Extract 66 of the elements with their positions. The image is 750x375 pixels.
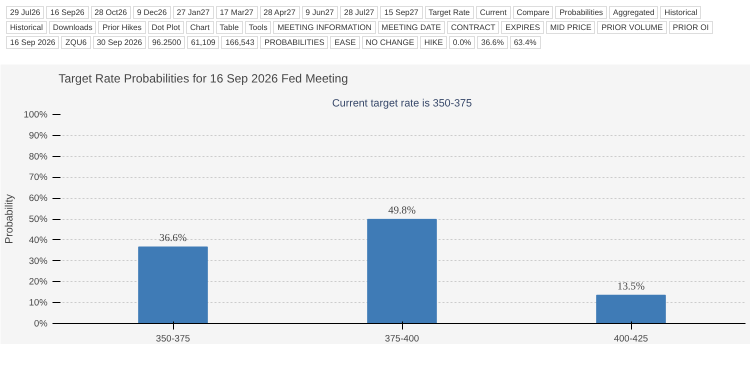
text: Current [476, 6, 511, 19]
y-tick-label: 90% [28, 130, 48, 140]
x-tick-label: 350-375 [156, 334, 190, 344]
data-label: 49.8% [388, 205, 416, 216]
text: Table [216, 21, 243, 34]
text: Historical [6, 21, 47, 34]
text: 29 Jul26 [6, 6, 44, 19]
text: 61,109 [187, 36, 220, 49]
chart-subtitle: Current target rate is 350-375 [332, 98, 472, 110]
text: EXPIRES [501, 21, 544, 34]
text: 9 Dec26 [132, 6, 171, 19]
y-tick-label: 40% [28, 234, 48, 245]
text: Tools [244, 21, 272, 34]
y-tick-label: 80% [28, 151, 48, 162]
text: Probabilities [555, 6, 608, 19]
text: CONTRACT [446, 21, 500, 34]
text: 166,543 [221, 36, 258, 49]
chart-title: Target Rate Probabilities for 16 Sep 2026 Fed Meeting [58, 72, 348, 86]
data-label: 36.6% [159, 233, 187, 244]
x-tick-label: 400-425 [614, 334, 648, 344]
text: 27 Jan27 [172, 6, 214, 19]
y-tick-label: 20% [28, 276, 48, 287]
text: MEETING DATE [378, 21, 445, 34]
text: MID PRICE [546, 21, 596, 34]
text: NO CHANGE [362, 36, 418, 49]
text: 9 Jun27 [302, 6, 338, 19]
text: Prior Hikes [98, 21, 146, 34]
bar [367, 218, 437, 324]
text: ZQU6 [61, 36, 91, 49]
text: 96.2500 [148, 36, 186, 49]
text: Target Rate [424, 6, 474, 19]
y-tick-label: 100% [24, 110, 48, 120]
text: Historical [660, 6, 702, 19]
x-tick-label: 375-400 [384, 334, 420, 344]
text: 36.6% [477, 36, 508, 49]
text: MEETING INFORMATION [273, 21, 376, 34]
text: 28 Apr27 [260, 6, 300, 19]
text: PRIOR OI [668, 21, 713, 34]
text: Aggregated [609, 6, 658, 19]
text: EASE [330, 36, 360, 49]
text: Dot Plot [148, 21, 184, 34]
text: 30 Sep 2026 [92, 36, 146, 49]
text: Downloads [48, 21, 96, 34]
text: 16 Sep 2026 [6, 36, 60, 49]
text: PROBABILITIES [260, 36, 328, 49]
text: 16 Sep26 [46, 6, 89, 19]
text: Compare [512, 6, 554, 19]
y-tick-label: 0% [34, 318, 48, 328]
text: 28 Oct26 [90, 6, 131, 19]
bar [138, 246, 208, 324]
text: PRIOR VOLUME [597, 21, 667, 34]
bar [596, 294, 666, 324]
text: 0.0% [448, 36, 476, 49]
text: 17 Mar27 [216, 6, 258, 19]
text: HIKE [420, 36, 447, 49]
y-tick-label: 10% [28, 298, 48, 308]
text: 28 Jul27 [340, 6, 378, 19]
y-tick-label: 50% [28, 214, 48, 224]
data-label: 13.5% [617, 281, 645, 292]
y-tick-label: 30% [28, 256, 48, 266]
text: 15 Sep27 [380, 6, 423, 19]
text: 63.4% [510, 36, 541, 49]
text: Chart [186, 21, 214, 34]
y-tick-label: 60% [28, 193, 48, 204]
y-axis-title: Probability [4, 193, 16, 244]
y-tick-label: 70% [28, 172, 48, 182]
